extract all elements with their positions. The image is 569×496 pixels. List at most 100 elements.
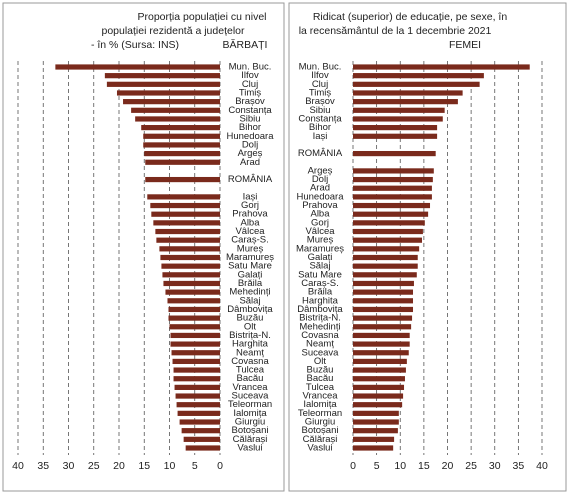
category-label: Mehedinți (299, 321, 340, 332)
bar (353, 254, 418, 261)
bar (145, 176, 220, 183)
x-tick-label: 10 (394, 460, 406, 472)
category-label: Sibiu (309, 105, 330, 116)
bar (123, 99, 220, 105)
category-label: Bihor (309, 122, 331, 133)
bar (170, 332, 220, 339)
bar (353, 272, 417, 278)
bar (353, 116, 443, 122)
bar (144, 150, 220, 157)
x-tick-label: 40 (536, 460, 548, 472)
chart-title: - în % (Sursa: INS) (91, 39, 179, 51)
category-label: Tulcea (306, 382, 335, 393)
bar (353, 90, 463, 96)
category-label: Teleorman (298, 408, 342, 419)
category-label: Tulcea (236, 365, 265, 376)
bar (169, 324, 220, 330)
category-label: Iași (243, 191, 258, 202)
x-tick-label: 0 (217, 460, 223, 472)
bar (353, 410, 399, 416)
category-label: Alba (240, 217, 260, 228)
bar (181, 428, 220, 434)
category-label: Covasna (231, 356, 269, 367)
bar (165, 289, 220, 295)
category-label: Gorj (311, 217, 329, 228)
bar (353, 211, 429, 217)
bar (116, 90, 220, 96)
bar (179, 419, 220, 425)
x-tick-label: 35 (513, 460, 525, 472)
category-label: Botoșani (232, 425, 269, 436)
bar (150, 202, 220, 209)
bar (143, 142, 220, 148)
category-label: Hunedoara (296, 191, 344, 202)
category-label: Galați (308, 252, 333, 263)
bar (135, 116, 220, 122)
bar (353, 64, 530, 70)
category-label: Neamț (236, 347, 264, 358)
category-label: ROMÂNIA (298, 148, 343, 159)
category-label: Hunedoara (226, 131, 274, 142)
category-label: Mureș (307, 235, 334, 246)
category-label: Mun. Buc. (229, 62, 272, 73)
bar (177, 410, 220, 416)
category-label: Cluj (312, 79, 328, 90)
category-label: Olt (244, 321, 257, 332)
bar (159, 246, 220, 252)
category-label: Arad (240, 157, 260, 168)
bar (353, 263, 418, 269)
bar (353, 350, 409, 356)
category-label: Ialomița (233, 408, 267, 419)
category-label: Bacău (237, 373, 264, 384)
category-label: Sălaj (309, 261, 330, 272)
category-label: Ilfov (241, 70, 259, 81)
category-label: Satu Mare (298, 269, 342, 280)
category-label: Buzău (237, 313, 264, 324)
category-label: Neamț (306, 339, 334, 350)
category-label: Bistrița-N. (229, 330, 271, 341)
category-label: Călărași (303, 434, 338, 445)
category-label: Mureș (237, 243, 264, 254)
x-tick-label: 15 (418, 460, 430, 472)
category-label: Galați (238, 269, 263, 280)
bar (156, 237, 220, 243)
bar (353, 341, 410, 347)
bar (353, 436, 395, 442)
category-label: Iași (313, 131, 328, 142)
bar (353, 384, 405, 390)
bar (353, 220, 425, 226)
category-label: Cluj (242, 79, 258, 90)
category-label: Ilfov (311, 70, 329, 81)
category-label: Vrancea (232, 382, 268, 393)
bar (143, 133, 220, 139)
x-tick-label: 0 (350, 460, 356, 472)
x-tick-label: 25 (465, 460, 477, 472)
bar (160, 254, 220, 261)
x-tick-label: 20 (442, 460, 454, 472)
bar (353, 107, 445, 113)
bar (353, 306, 414, 313)
category-label: Argeș (238, 148, 263, 159)
bar (163, 280, 220, 287)
bar (172, 358, 220, 365)
bar (353, 358, 407, 365)
bar (353, 246, 420, 252)
category-label: Giurgiu (235, 417, 266, 428)
bar (353, 376, 405, 382)
bar (353, 176, 433, 183)
category-label: Maramureș (296, 243, 344, 254)
panel-right (288, 2, 567, 492)
category-label: Mehedinți (229, 287, 270, 298)
bar (353, 419, 399, 425)
category-label: Mun. Buc. (299, 62, 342, 73)
category-label: Harghita (302, 295, 339, 306)
chart-title: la recensământul de la 1 decembrie 2021 (299, 25, 492, 37)
bar (55, 64, 221, 70)
bar (176, 402, 220, 408)
panel-left (2, 2, 285, 492)
x-tick-label: 30 (63, 460, 75, 472)
category-label: Arad (310, 183, 330, 194)
bar (353, 428, 398, 434)
x-tick-label: 25 (88, 460, 100, 472)
